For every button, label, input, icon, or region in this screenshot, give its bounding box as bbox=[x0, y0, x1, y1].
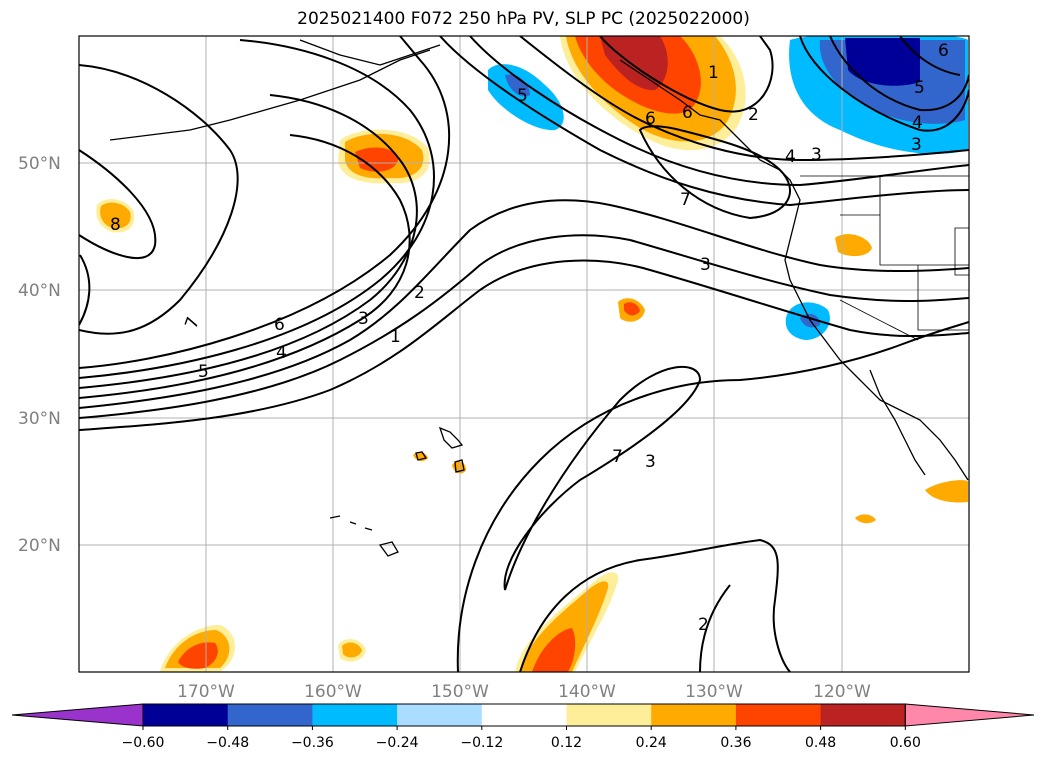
colorbar-cell bbox=[820, 704, 906, 726]
pv-positive-blob bbox=[855, 514, 876, 524]
colorbar-tick-label: 0.36 bbox=[720, 735, 751, 751]
pv-positive-blob bbox=[835, 234, 872, 257]
colorbar: −0.60 −0.48 −0.36 −0.24 −0.12 0.12 0.24 0.36 0.4… bbox=[11, 703, 1035, 751]
colorbar-cell bbox=[227, 704, 313, 726]
lon-label: 170°W bbox=[177, 682, 235, 702]
pv-positive-blob bbox=[532, 628, 576, 672]
pv-positive-blob bbox=[342, 642, 362, 658]
graticule bbox=[79, 36, 969, 672]
lon-label: 150°W bbox=[431, 682, 489, 702]
contour-label: 4 bbox=[785, 147, 796, 167]
map-frame bbox=[78, 35, 970, 673]
contour-label: 3 bbox=[700, 255, 711, 275]
colorbar-tick-label: −0.36 bbox=[291, 735, 334, 751]
contour-label: 3 bbox=[911, 135, 922, 155]
pv-negative-blob bbox=[505, 74, 530, 97]
colorbar-cell bbox=[651, 704, 737, 726]
pv-negative-blob bbox=[845, 38, 920, 86]
slp-contours bbox=[79, 36, 969, 672]
map-title: 2025021400 F072 250 hPa PV, SLP PC (2025… bbox=[297, 9, 750, 29]
lon-label: 130°W bbox=[685, 682, 743, 702]
lon-label: 140°W bbox=[558, 682, 616, 702]
lat-label: 40°N bbox=[18, 281, 61, 301]
contour-label: 2 bbox=[748, 105, 759, 125]
lon-label: 160°W bbox=[304, 682, 362, 702]
contour-label: 8 bbox=[110, 215, 121, 235]
contour-label: 3 bbox=[645, 452, 656, 472]
contour-label: 6 bbox=[274, 315, 285, 335]
colorbar-cell bbox=[397, 704, 483, 726]
colorbar-outline bbox=[142, 703, 906, 727]
colorbar-cell bbox=[312, 704, 398, 726]
colorbar-cell bbox=[143, 704, 229, 726]
colorbar-tick-label: 0.24 bbox=[636, 735, 667, 751]
lon-label: 120°W bbox=[813, 682, 871, 702]
colorbar-tick-label: −0.60 bbox=[122, 735, 165, 751]
lat-label: 50°N bbox=[18, 154, 61, 174]
contour-label: 4 bbox=[276, 343, 287, 363]
colorbar-extend-low bbox=[11, 703, 144, 727]
lat-label: 20°N bbox=[18, 536, 61, 556]
contour-label: 5 bbox=[198, 362, 209, 382]
contour-label: 3 bbox=[358, 309, 369, 329]
colorbar-tick-label: −0.48 bbox=[206, 735, 249, 751]
contour-label: 7 bbox=[612, 447, 623, 467]
contour-label: 1 bbox=[708, 63, 719, 83]
contour-label: 6 bbox=[938, 41, 949, 61]
colorbar-extend-high bbox=[904, 703, 1035, 727]
pv-positive-blob bbox=[925, 480, 968, 503]
contour-label: 5 bbox=[914, 78, 925, 98]
shading-layer bbox=[96, 36, 968, 672]
contour-label: 6 bbox=[645, 109, 656, 129]
colorbar-tick-label: 0.48 bbox=[805, 735, 836, 751]
contour-label: 7 bbox=[680, 190, 691, 210]
colorbar-tick-label: −0.12 bbox=[460, 735, 503, 751]
colorbar-tick-label: 0.12 bbox=[551, 735, 582, 751]
pv-positive-blob bbox=[100, 202, 131, 229]
contour-label: 6 bbox=[682, 103, 693, 123]
contour-label: 5 bbox=[517, 86, 528, 106]
contour-label: 1 bbox=[390, 327, 401, 347]
contour-label: 2 bbox=[698, 615, 709, 635]
colorbar-tick-label: −0.24 bbox=[376, 735, 419, 751]
colorbar-cell bbox=[481, 704, 567, 726]
contour-label: 4 bbox=[912, 113, 923, 133]
colorbar-tick-label: 0.60 bbox=[890, 735, 921, 751]
map-background bbox=[79, 36, 969, 672]
pv-positive-blob bbox=[355, 147, 398, 172]
contour-label: 3 bbox=[811, 145, 822, 165]
lat-label: 30°N bbox=[18, 409, 61, 429]
contour-label: 2 bbox=[414, 283, 425, 303]
pv-positive-blob bbox=[624, 302, 640, 316]
colorbar-cell bbox=[735, 704, 822, 726]
colorbar-cell bbox=[566, 704, 652, 726]
pv-positive-blob bbox=[178, 642, 218, 669]
pv-positive-blob bbox=[520, 581, 609, 672]
